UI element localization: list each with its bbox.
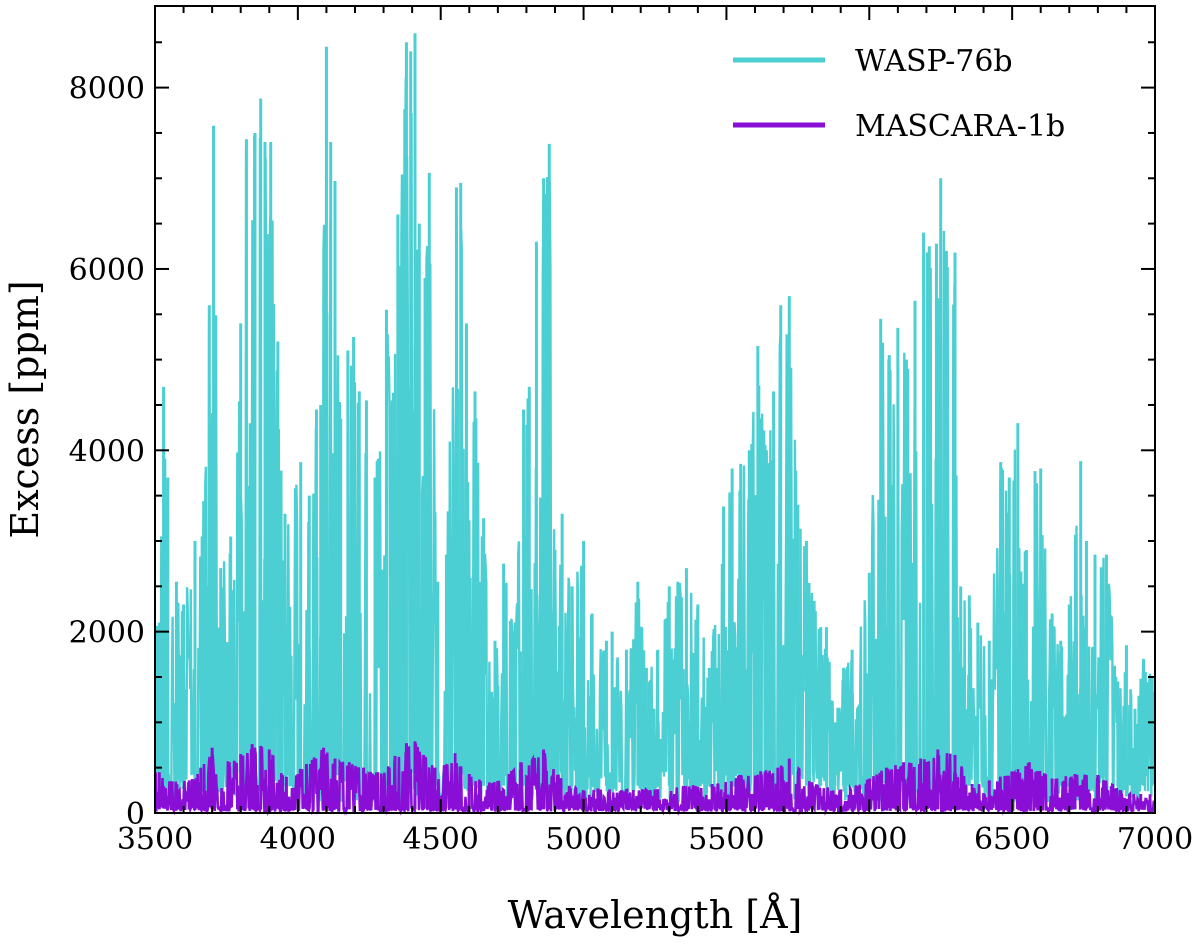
x-tick-label: 4500 xyxy=(403,822,479,857)
series-wasp-76b xyxy=(153,33,1156,805)
y-tick-label: 2000 xyxy=(69,616,145,651)
plot-frame xyxy=(154,5,1156,814)
legend-label-mascara-1b: MASCARA-1b xyxy=(855,109,1065,144)
x-tick-label: 5000 xyxy=(545,822,621,857)
y-tick-label: 4000 xyxy=(69,434,145,469)
legend: WASP-76b MASCARA-1b xyxy=(733,44,1065,144)
x-tick-label: 7000 xyxy=(1117,822,1193,857)
x-tick-label: 3500 xyxy=(117,822,193,857)
series-mascara-1b xyxy=(153,741,1156,817)
series-line-wasp-76b xyxy=(153,77,1156,805)
axis-ticks xyxy=(154,6,1156,814)
x-tick-label: 6500 xyxy=(974,822,1050,857)
y-tick-label: 6000 xyxy=(69,253,145,288)
x-tick-label: 5500 xyxy=(688,822,764,857)
x-tick-label: 4000 xyxy=(260,822,336,857)
series-line-mascara-1b xyxy=(153,743,1156,817)
y-tick-label: 8000 xyxy=(69,72,145,107)
tick-labels: 3500 4000 4500 5000 5500 6000 6500 7000 0 2000 400… xyxy=(69,72,1194,857)
series-group xyxy=(153,33,1156,817)
x-axis-title: Wavelength [Å] xyxy=(508,893,803,937)
legend-label-wasp-76b: WASP-76b xyxy=(855,44,1013,79)
y-axis-title: Excess [ppm] xyxy=(3,280,47,538)
x-tick-label: 6000 xyxy=(831,822,907,857)
y-tick-label: 0 xyxy=(126,797,145,832)
